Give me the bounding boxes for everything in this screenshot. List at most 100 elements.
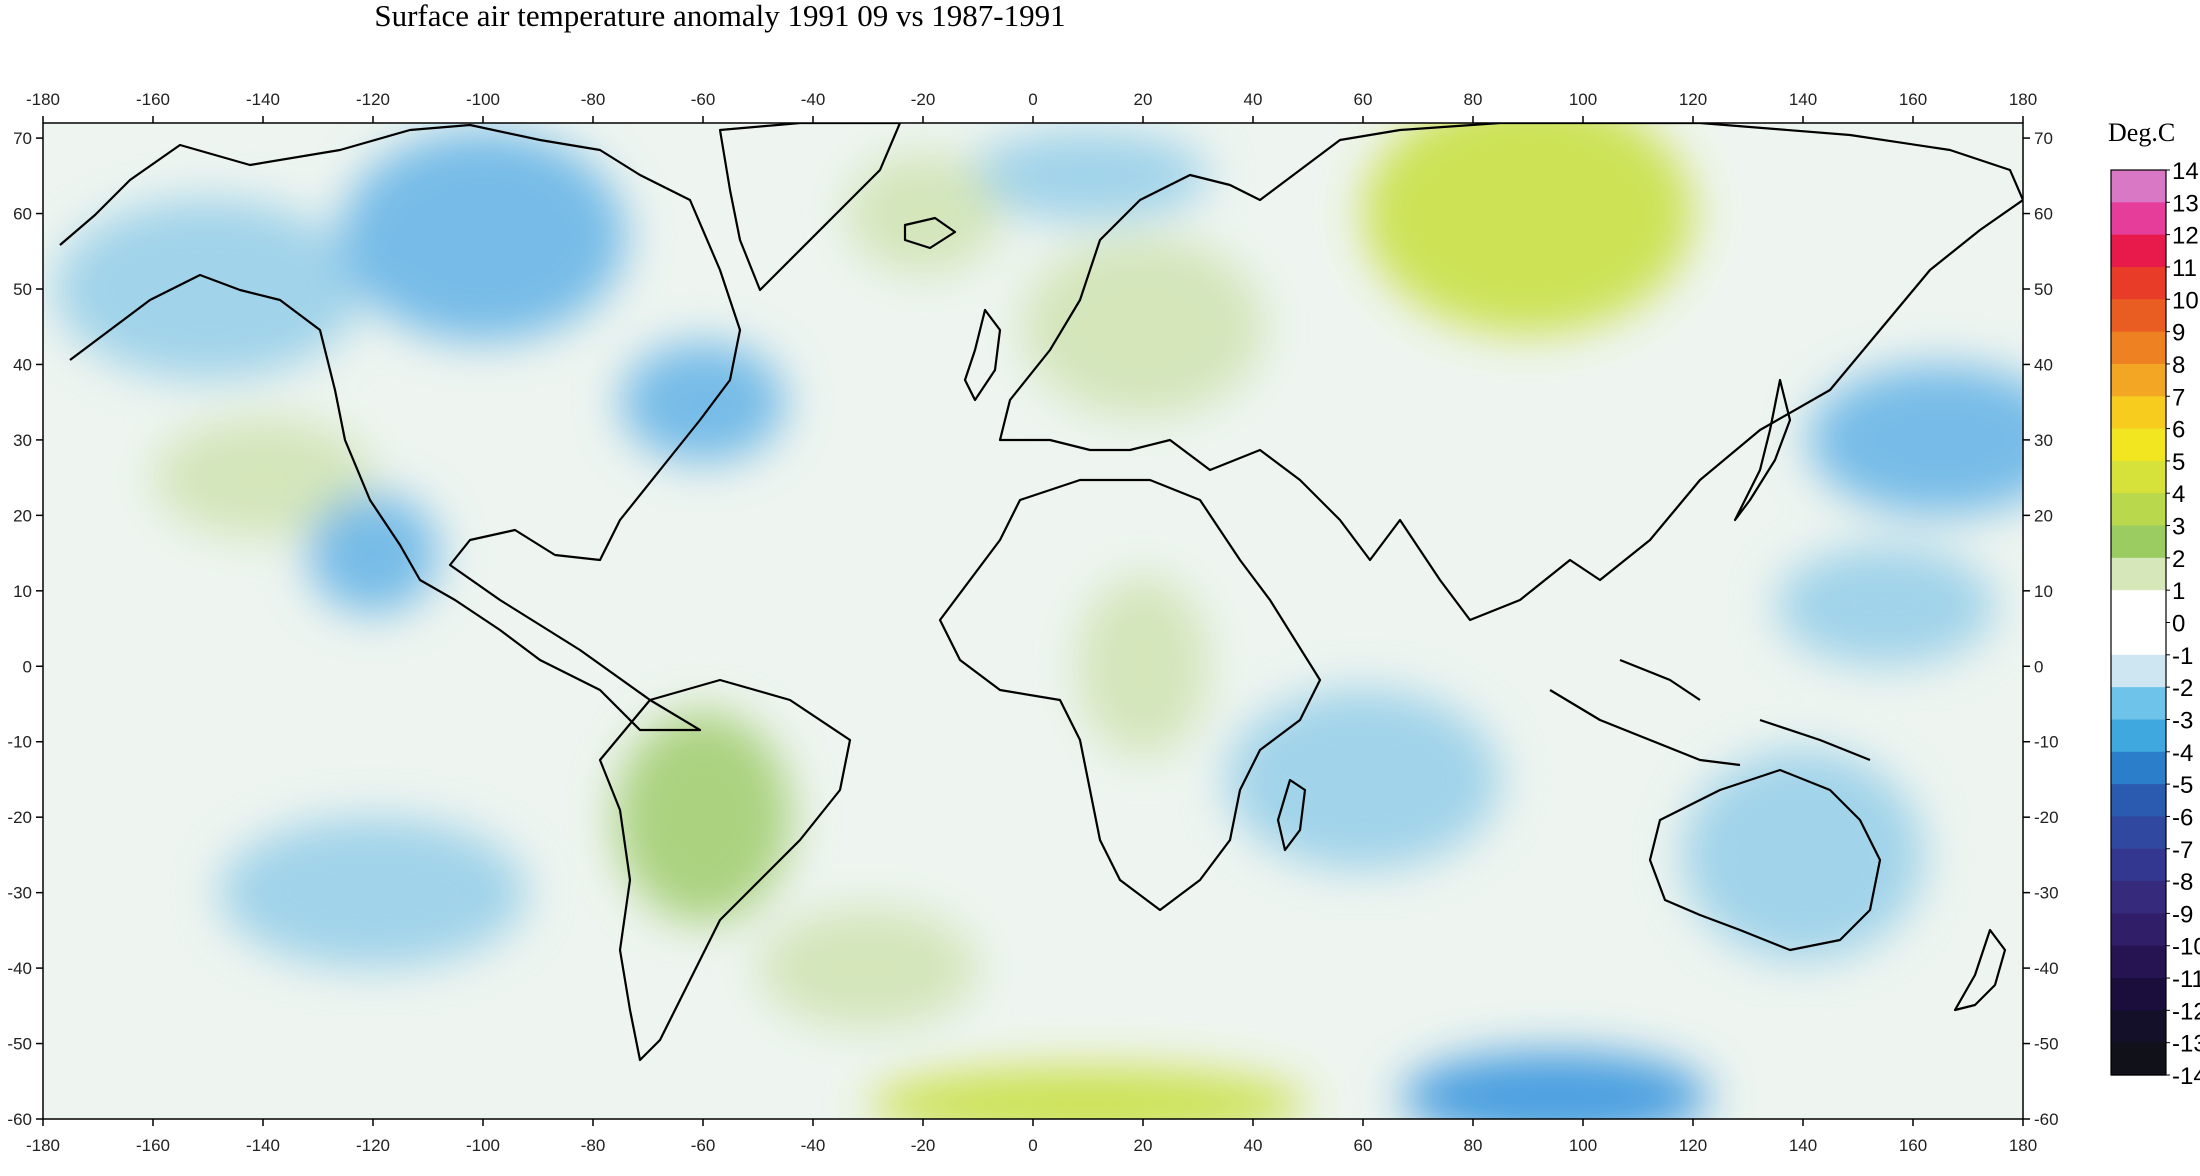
anomaly-blob xyxy=(54,198,362,380)
anomaly-blob xyxy=(1225,688,1501,870)
colorbar-label: -14 xyxy=(2172,1063,2200,1090)
colorbar-label: 11 xyxy=(2172,255,2197,282)
colorbar-swatch xyxy=(2111,170,2166,203)
anomaly-blob xyxy=(219,817,527,969)
eurasia-outline xyxy=(998,123,2023,622)
lon-label-bottom: -120 xyxy=(356,1136,390,1155)
colorbar-swatch xyxy=(2111,654,2166,688)
lat-label-right: -30 xyxy=(2034,884,2059,903)
colorbar-label: 13 xyxy=(2172,190,2199,217)
colorbar-swatch xyxy=(2111,622,2166,656)
colorbar-label: 10 xyxy=(2172,287,2199,314)
colorbar-label: -3 xyxy=(2172,707,2193,734)
africa-outline xyxy=(938,478,1322,912)
anomaly-blob xyxy=(1022,236,1264,418)
colorbar-label: 6 xyxy=(2172,417,2185,444)
lat-label-left: -20 xyxy=(7,808,32,827)
colorbar-label: -8 xyxy=(2172,869,2193,896)
lat-label-left: 30 xyxy=(13,431,32,450)
lat-label-left: -50 xyxy=(7,1035,32,1054)
anomaly-blob xyxy=(1077,575,1209,757)
lon-label-bottom: -180 xyxy=(26,1136,60,1155)
lat-label-right: -20 xyxy=(2034,808,2059,827)
lon-label-bottom: 80 xyxy=(1464,1136,1483,1155)
lon-label-top: -140 xyxy=(246,90,280,109)
lat-label-right: 20 xyxy=(2034,506,2053,525)
colorbar-label: 1 xyxy=(2172,578,2185,605)
colorbar-swatch xyxy=(2111,719,2166,753)
lat-label-right: -50 xyxy=(2034,1035,2059,1054)
anomaly-field xyxy=(54,123,2023,1119)
japan-outline xyxy=(1733,378,1792,522)
colorbar-label: 2 xyxy=(2172,546,2185,573)
colorbar-swatch xyxy=(2111,396,2166,430)
colorbar-swatch xyxy=(2111,202,2166,236)
anomaly-blob xyxy=(307,492,439,614)
colorbar-label: 9 xyxy=(2172,320,2185,347)
australia-outline xyxy=(1648,768,1882,952)
anomaly-blob xyxy=(1775,545,1996,667)
coastlines xyxy=(59,123,2023,1062)
lon-label-top: 180 xyxy=(2009,90,2037,109)
lon-label-bottom: -100 xyxy=(466,1136,500,1155)
anomaly-blob xyxy=(1363,123,1693,335)
colorbar-swatch xyxy=(2111,428,2166,462)
colorbar-label: -13 xyxy=(2172,1031,2200,1058)
lon-label-top: -60 xyxy=(691,90,716,109)
lon-label-top: -100 xyxy=(466,90,500,109)
anomaly-blob xyxy=(340,130,626,342)
lat-label-right: 50 xyxy=(2034,280,2053,299)
colorbar-label: -9 xyxy=(2172,901,2193,928)
colorbar-swatch xyxy=(2111,331,2166,365)
colorbar-label: -4 xyxy=(2172,740,2193,767)
lon-label-top: -20 xyxy=(911,90,936,109)
anomaly-blob xyxy=(868,1066,1308,1119)
lon-label-top: -40 xyxy=(801,90,826,109)
colorbar-label: 4 xyxy=(2172,481,2185,508)
colorbar-label: 5 xyxy=(2172,449,2185,476)
iceland-outline xyxy=(903,216,957,250)
lat-label-left: 50 xyxy=(13,280,32,299)
lon-label-bottom: -160 xyxy=(136,1136,170,1155)
colorbar-swatch xyxy=(2111,881,2166,914)
colorbar-swatch xyxy=(2111,848,2166,882)
lon-label-bottom: -20 xyxy=(911,1136,936,1155)
anomaly-blob xyxy=(1808,364,2023,516)
lon-label-top: -80 xyxy=(581,90,606,109)
colorbar-swatch xyxy=(2111,1010,2166,1044)
lon-label-bottom: 160 xyxy=(1899,1136,1927,1155)
british-isles-outline xyxy=(963,308,1002,402)
lon-label-bottom: -140 xyxy=(246,1136,280,1155)
lon-label-top: -160 xyxy=(136,90,170,109)
colorbar-label: -5 xyxy=(2172,772,2193,799)
anomaly-blob xyxy=(153,417,373,538)
graticule-ticks xyxy=(36,116,2030,1126)
colorbar-labels: 14131211109876543210-1-2-3-4-5-6-7-8-9-1… xyxy=(2166,158,2200,1090)
indonesia-outline xyxy=(1549,658,1871,767)
lon-label-bottom: -60 xyxy=(691,1136,716,1155)
lat-label-left: 60 xyxy=(13,205,32,224)
lat-label-left: -10 xyxy=(7,733,32,752)
anomaly-blob xyxy=(846,153,1000,274)
lat-label-right: -10 xyxy=(2034,733,2059,752)
colorbar-swatches xyxy=(2111,170,2166,1076)
lon-label-top: 100 xyxy=(1569,90,1597,109)
anomaly-map: -180-180-160-160-140-140-120-120-100-100… xyxy=(7,90,2059,1155)
lon-label-bottom: 40 xyxy=(1244,1136,1263,1155)
lon-label-bottom: 140 xyxy=(1789,1136,1817,1155)
colorbar-swatch xyxy=(2111,751,2166,785)
colorbar-swatch xyxy=(2111,590,2166,624)
lon-label-bottom: -80 xyxy=(581,1136,606,1155)
lon-label-bottom: 20 xyxy=(1134,1136,1153,1155)
anomaly-blob xyxy=(1682,749,1924,961)
lon-label-top: 80 xyxy=(1464,90,1483,109)
madagascar-outline xyxy=(1276,778,1307,852)
colorbar-swatch xyxy=(2111,493,2166,527)
colorbar-swatch xyxy=(2111,234,2166,268)
colorbar-label: 14 xyxy=(2172,158,2199,185)
lat-label-left: 20 xyxy=(13,506,32,525)
lon-label-top: 0 xyxy=(1028,90,1037,109)
lon-label-top: 140 xyxy=(1789,90,1817,109)
lat-label-right: 10 xyxy=(2034,582,2053,601)
lat-label-right: -60 xyxy=(2034,1110,2059,1129)
